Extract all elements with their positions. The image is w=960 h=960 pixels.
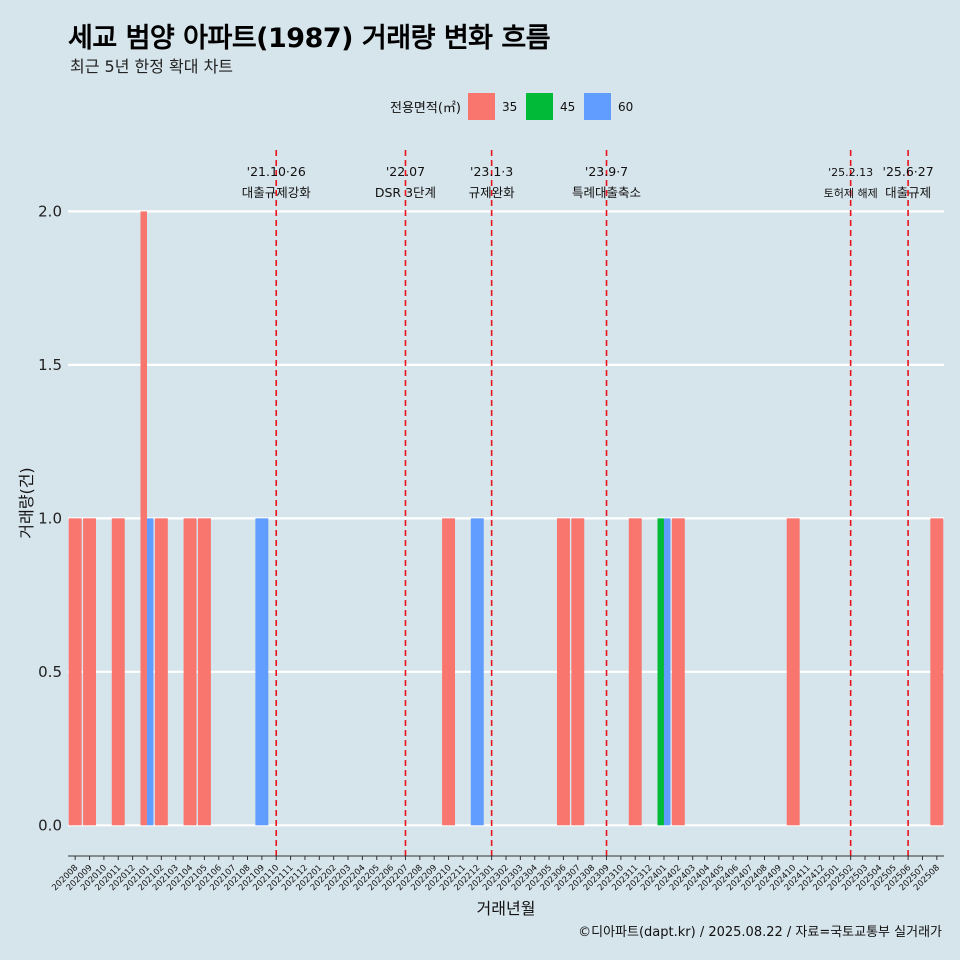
- legend-swatch-45: [526, 93, 553, 120]
- policy-date: '25.2.13: [828, 166, 873, 179]
- policy-label: 규제완화: [469, 185, 516, 200]
- legend: 전용면적(㎡) 35 45 60: [390, 93, 633, 120]
- bar-60-202109: [255, 518, 269, 826]
- bar-35-202104: [183, 518, 197, 826]
- y-tick-label: 2.0: [38, 202, 62, 220]
- chart-subtitle: 최근 5년 한정 확대 차트: [70, 57, 234, 76]
- annotations: '21.10·26 대출규제강화 '22.07 DSR 3단계 '23.1·3 규제완화 '…: [242, 150, 934, 856]
- bar-35-202402: [671, 518, 685, 826]
- legend-swatch-60: [584, 93, 611, 120]
- legend-label-60: 60: [618, 100, 633, 114]
- bar-35-202311: [628, 518, 642, 826]
- bar-35-202105: [197, 518, 211, 826]
- policy-date: '23.1·3: [470, 164, 513, 179]
- legend-label-35: 35: [502, 100, 517, 114]
- legend-swatch-35: [468, 93, 495, 120]
- bar-45-202401: [657, 518, 664, 826]
- policy-date: '25.6·27: [883, 164, 934, 179]
- source-caption: ©디아파트(dapt.kr) / 2025.08.22 / 자료=국토교통부 실…: [578, 925, 942, 940]
- legend-title: 전용면적(㎡): [390, 101, 461, 116]
- policy-date: '21.10·26: [247, 164, 306, 179]
- bar-35-202102: [154, 518, 168, 826]
- bar-35-202410: [786, 518, 800, 826]
- bar-60-202212: [470, 518, 484, 826]
- policy-label: DSR 3단계: [375, 185, 436, 200]
- bar-35-202306: [556, 518, 570, 826]
- bar-35-202011: [111, 518, 125, 826]
- y-tick-label: 1.5: [38, 356, 62, 374]
- policy-date: '23.9·7: [585, 164, 628, 179]
- bar-35-202008: [68, 518, 82, 826]
- bar-35-202210: [442, 518, 456, 826]
- policy-label: 대출규제: [885, 185, 931, 200]
- bars: [68, 211, 944, 826]
- policy-label: 대출규제강화: [242, 185, 312, 200]
- chart-title: 세교 범양 아파트(1987) 거래량 변화 흐름: [68, 23, 551, 54]
- bar-35-202101: [140, 211, 147, 826]
- policy-label: 특례대출축소: [572, 185, 641, 200]
- bar-35-202307: [571, 518, 585, 826]
- bar-60-202101: [146, 518, 154, 826]
- legend-label-45: 45: [560, 100, 575, 114]
- bar-60-202401: [663, 518, 671, 826]
- policy-label: 토허제 해제: [824, 186, 878, 200]
- y-tick-label: 0.5: [38, 663, 62, 681]
- y-axis-title: 거래량(건): [17, 467, 36, 538]
- y-tick-label: 0.0: [38, 816, 62, 834]
- bar-35-202009: [83, 518, 97, 826]
- bar-35-202508: [930, 518, 944, 826]
- x-axis-title: 거래년월: [477, 899, 536, 918]
- policy-date: '22.07: [386, 164, 425, 179]
- y-tick-label: 1.0: [38, 509, 62, 527]
